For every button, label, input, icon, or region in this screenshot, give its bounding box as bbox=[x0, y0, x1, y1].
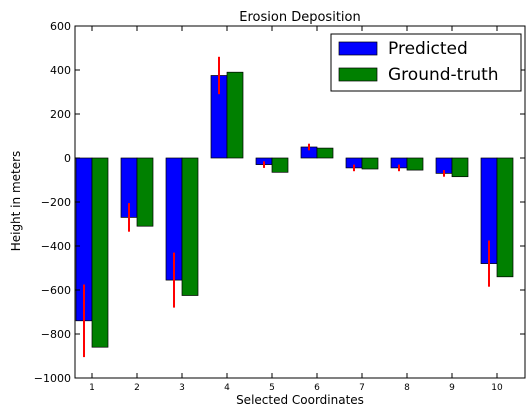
x-tick-label-9: 9 bbox=[449, 383, 455, 393]
legend-swatch-predicted bbox=[338, 41, 378, 56]
bar-ground-truth-6 bbox=[316, 147, 334, 159]
legend: Predicted Ground-truth bbox=[330, 33, 522, 92]
axes-layer: 600 400 200 0 −200 −400 −600 −800 −1000 1 2 3 4 5 6 7 8 9… bbox=[34, 20, 526, 393]
x-tick-label-10: 10 bbox=[491, 383, 503, 393]
y-tick-label--600: −600 bbox=[41, 284, 71, 297]
y-tick-label-0: 0 bbox=[64, 152, 71, 165]
x-tick-label-6: 6 bbox=[314, 383, 320, 393]
bar-ground-truth-4 bbox=[226, 71, 244, 159]
y-tick-label--400: −400 bbox=[41, 240, 71, 253]
bar-ground-truth-5 bbox=[271, 157, 289, 173]
bar-ground-truth-10 bbox=[496, 157, 514, 278]
bar-ground-truth-9 bbox=[451, 157, 469, 178]
legend-label-ground-truth: Ground-truth bbox=[388, 65, 499, 85]
legend-label-predicted: Predicted bbox=[388, 39, 468, 59]
bar-ground-truth-2 bbox=[136, 157, 154, 227]
y-tick-label-200: 200 bbox=[50, 108, 71, 121]
x-tick-label-1: 1 bbox=[89, 383, 95, 393]
bar-ground-truth-1 bbox=[91, 157, 109, 348]
x-tick-label-4: 4 bbox=[224, 383, 230, 393]
x-axis-label: Selected Coordinates bbox=[236, 393, 364, 407]
bar-ground-truth-3 bbox=[181, 157, 199, 296]
bars-layer bbox=[75, 71, 514, 348]
x-tick-label-3: 3 bbox=[179, 383, 185, 393]
error-bars-layer bbox=[83, 56, 490, 358]
legend-swatch-ground-truth bbox=[338, 67, 378, 82]
x-tick-label-7: 7 bbox=[359, 383, 365, 393]
y-axis-label: Height in meters bbox=[9, 151, 23, 252]
bar-ground-truth-8 bbox=[406, 157, 424, 171]
x-tick-label-5: 5 bbox=[269, 383, 275, 393]
x-tick-label-8: 8 bbox=[404, 383, 410, 393]
y-tick-label--800: −800 bbox=[41, 328, 71, 341]
x-tick-label-2: 2 bbox=[134, 383, 140, 393]
y-tick-label-400: 400 bbox=[50, 64, 71, 77]
chart-title: Erosion Deposition bbox=[239, 10, 360, 25]
y-tick-label--200: −200 bbox=[41, 196, 71, 209]
bar-ground-truth-7 bbox=[361, 157, 379, 170]
y-tick-label-600: 600 bbox=[50, 20, 71, 33]
y-tick-label--1000: −1000 bbox=[34, 372, 71, 385]
